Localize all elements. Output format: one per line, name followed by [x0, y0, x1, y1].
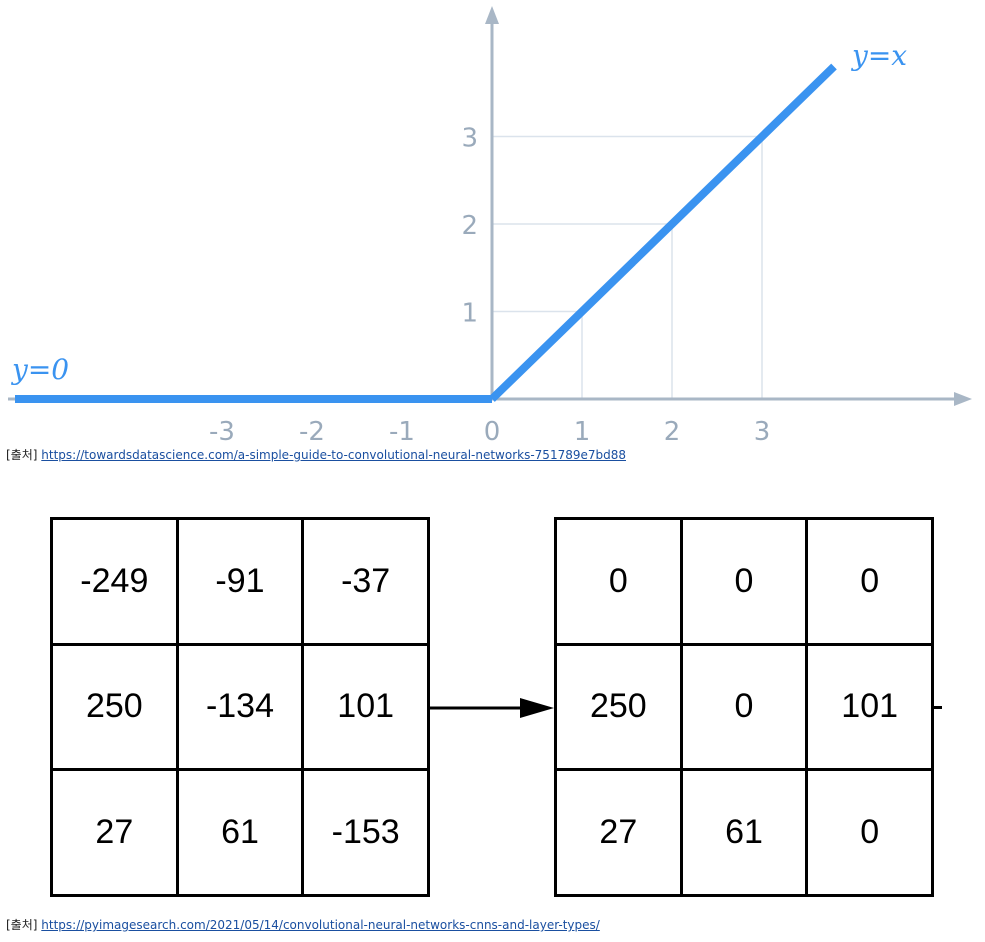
matrix-cell: 0: [554, 517, 683, 646]
y-tick-label: 3: [461, 124, 478, 154]
matrix-row: 0 0 0: [554, 517, 934, 646]
y-tick-label: 2: [461, 211, 478, 241]
matrix-cell: 61: [175, 768, 305, 897]
matrix-cell: -249: [50, 517, 179, 646]
source-link-2[interactable]: https://pyimagesearch.com/2021/05/14/con…: [41, 918, 600, 932]
x-tick-label: -2: [299, 417, 325, 447]
relu-chart: -3 -2 -1 0 1 2 3 1 2 3 y=0 y=x: [8, 6, 972, 448]
source-citation-2: [출처] https://pyimagesearch.com/2021/05/1…: [6, 916, 600, 933]
matrix-cell: 0: [679, 517, 809, 646]
source-prefix: [출처]: [6, 918, 38, 932]
source-citation-1: [출처] https://towardsdatascience.com/a-si…: [6, 446, 626, 463]
matrix-row: 27 61 0: [554, 768, 934, 897]
matrix-cell: 250: [50, 642, 179, 772]
x-tick-label: 3: [754, 417, 771, 447]
matrix-row: 27 61 -153: [50, 768, 430, 897]
input-matrix: -249 -91 -37 250 -134 101 27 61 -153: [50, 517, 430, 897]
output-matrix: 0 0 0 250 0 101 27 61 0: [554, 517, 934, 897]
series-lines: [15, 63, 837, 403]
matrix-cell: 101: [805, 642, 934, 772]
y-tick-label: 1: [461, 299, 478, 329]
y-axis-arrowhead: [485, 6, 499, 24]
matrix-row: 250 0 101: [554, 642, 934, 772]
source-prefix: [출처]: [6, 448, 38, 462]
matrix-cell: 101: [301, 642, 430, 772]
x-tick-label: -3: [209, 417, 235, 447]
x-tick-label: 1: [574, 417, 591, 447]
matrix-row: -249 -91 -37: [50, 517, 430, 646]
label-y-equals-x: y=x: [850, 39, 907, 72]
matrix-cell: -134: [175, 642, 305, 772]
guide-lines: [492, 135, 763, 399]
matrix-cell: -153: [301, 768, 430, 897]
x-axis-arrowhead: [954, 392, 972, 406]
transform-arrow: [428, 698, 554, 718]
x-tick-label: -1: [389, 417, 415, 447]
matrix-cell: 0: [805, 517, 934, 646]
matrix-cell: 27: [554, 768, 683, 897]
arrowhead: [520, 698, 554, 718]
matrix-cell: 61: [679, 768, 809, 897]
matrix-row: 250 -134 101: [50, 642, 430, 772]
matrix-cell: -37: [301, 517, 430, 646]
trailing-dash: [934, 706, 942, 709]
x-tick-label: 2: [664, 417, 681, 447]
tick-labels: -3 -2 -1 0 1 2 3 1 2 3: [209, 124, 770, 448]
matrix-cell: 0: [805, 768, 934, 897]
matrix-cell: 0: [679, 642, 809, 772]
label-y-equals-0: y=0: [10, 353, 69, 386]
matrix-cell: -91: [175, 517, 305, 646]
matrix-cell: 250: [554, 642, 683, 772]
matrix-cell: 27: [50, 768, 179, 897]
series-line-identity: [489, 63, 837, 402]
source-link-1[interactable]: https://towardsdatascience.com/a-simple-…: [41, 448, 626, 462]
x-tick-label: 0: [484, 417, 501, 447]
